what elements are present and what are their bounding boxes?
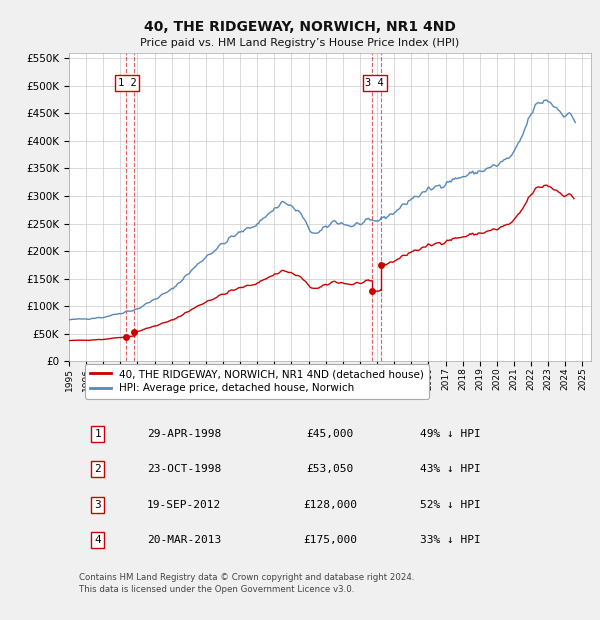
Text: £175,000: £175,000 bbox=[303, 535, 357, 545]
Text: 1: 1 bbox=[94, 429, 101, 439]
Text: 1 2: 1 2 bbox=[118, 78, 137, 88]
Text: 3: 3 bbox=[94, 500, 101, 510]
Text: £128,000: £128,000 bbox=[303, 500, 357, 510]
Text: 19-SEP-2012: 19-SEP-2012 bbox=[147, 500, 221, 510]
Text: 43% ↓ HPI: 43% ↓ HPI bbox=[419, 464, 481, 474]
Text: 20-MAR-2013: 20-MAR-2013 bbox=[147, 535, 221, 545]
Text: 33% ↓ HPI: 33% ↓ HPI bbox=[419, 535, 481, 545]
Text: 52% ↓ HPI: 52% ↓ HPI bbox=[419, 500, 481, 510]
Text: 49% ↓ HPI: 49% ↓ HPI bbox=[419, 429, 481, 439]
Text: 2: 2 bbox=[94, 464, 101, 474]
Text: Price paid vs. HM Land Registry’s House Price Index (HPI): Price paid vs. HM Land Registry’s House … bbox=[140, 38, 460, 48]
Text: 23-OCT-1998: 23-OCT-1998 bbox=[147, 464, 221, 474]
Text: 40, THE RIDGEWAY, NORWICH, NR1 4ND: 40, THE RIDGEWAY, NORWICH, NR1 4ND bbox=[144, 20, 456, 33]
Text: £45,000: £45,000 bbox=[307, 429, 353, 439]
Text: 4: 4 bbox=[94, 535, 101, 545]
Text: 29-APR-1998: 29-APR-1998 bbox=[147, 429, 221, 439]
Text: Contains HM Land Registry data © Crown copyright and database right 2024.
This d: Contains HM Land Registry data © Crown c… bbox=[79, 574, 415, 594]
Text: £53,050: £53,050 bbox=[307, 464, 353, 474]
Text: 3 4: 3 4 bbox=[365, 78, 384, 88]
Legend: 40, THE RIDGEWAY, NORWICH, NR1 4ND (detached house), HPI: Average price, detache: 40, THE RIDGEWAY, NORWICH, NR1 4ND (deta… bbox=[85, 364, 429, 399]
